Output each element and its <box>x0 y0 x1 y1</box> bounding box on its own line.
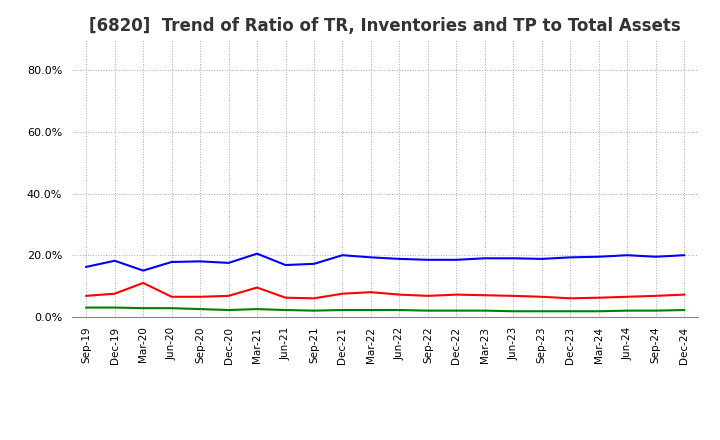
Trade Payables <box>566 308 575 314</box>
Inventories <box>623 253 631 258</box>
Trade Payables <box>395 308 404 313</box>
Trade Payables <box>595 308 603 314</box>
Inventories <box>566 255 575 260</box>
Trade Payables <box>196 306 204 312</box>
Trade Receivables <box>680 292 688 297</box>
Trade Payables <box>452 308 461 313</box>
Inventories <box>196 259 204 264</box>
Trade Receivables <box>595 295 603 301</box>
Line: Trade Payables: Trade Payables <box>86 308 684 311</box>
Title: [6820]  Trend of Ratio of TR, Inventories and TP to Total Assets: [6820] Trend of Ratio of TR, Inventories… <box>89 17 681 35</box>
Trade Receivables <box>537 294 546 299</box>
Trade Payables <box>253 306 261 312</box>
Trade Receivables <box>423 293 432 298</box>
Trade Payables <box>509 308 518 314</box>
Inventories <box>395 256 404 261</box>
Trade Receivables <box>395 292 404 297</box>
Trade Receivables <box>566 296 575 301</box>
Trade Payables <box>680 308 688 313</box>
Inventories <box>167 259 176 264</box>
Inventories <box>480 256 489 261</box>
Inventories <box>680 253 688 258</box>
Line: Inventories: Inventories <box>86 253 684 271</box>
Trade Receivables <box>480 293 489 298</box>
Trade Receivables <box>282 295 290 301</box>
Trade Payables <box>110 305 119 310</box>
Trade Payables <box>310 308 318 313</box>
Trade Payables <box>480 308 489 313</box>
Trade Payables <box>366 308 375 313</box>
Trade Receivables <box>110 291 119 297</box>
Inventories <box>509 256 518 261</box>
Trade Receivables <box>366 290 375 295</box>
Inventories <box>423 257 432 262</box>
Trade Receivables <box>310 296 318 301</box>
Inventories <box>282 262 290 268</box>
Trade Receivables <box>253 285 261 290</box>
Trade Payables <box>82 305 91 310</box>
Trade Receivables <box>509 293 518 298</box>
Line: Trade Receivables: Trade Receivables <box>86 283 684 298</box>
Trade Receivables <box>452 292 461 297</box>
Inventories <box>139 268 148 273</box>
Inventories <box>537 256 546 261</box>
Trade Receivables <box>652 293 660 298</box>
Trade Receivables <box>139 280 148 286</box>
Trade Payables <box>167 305 176 311</box>
Trade Receivables <box>82 293 91 298</box>
Trade Payables <box>623 308 631 313</box>
Inventories <box>310 261 318 267</box>
Trade Receivables <box>225 293 233 298</box>
Trade Receivables <box>167 294 176 299</box>
Trade Payables <box>225 308 233 313</box>
Inventories <box>366 255 375 260</box>
Inventories <box>253 251 261 256</box>
Inventories <box>338 253 347 258</box>
Trade Receivables <box>338 291 347 297</box>
Inventories <box>110 258 119 264</box>
Trade Receivables <box>196 294 204 299</box>
Trade Payables <box>652 308 660 313</box>
Inventories <box>652 254 660 259</box>
Trade Payables <box>338 308 347 313</box>
Trade Payables <box>139 305 148 311</box>
Inventories <box>82 264 91 270</box>
Trade Payables <box>423 308 432 313</box>
Inventories <box>225 260 233 265</box>
Trade Payables <box>282 308 290 313</box>
Inventories <box>452 257 461 262</box>
Trade Payables <box>537 308 546 314</box>
Inventories <box>595 254 603 259</box>
Trade Receivables <box>623 294 631 299</box>
